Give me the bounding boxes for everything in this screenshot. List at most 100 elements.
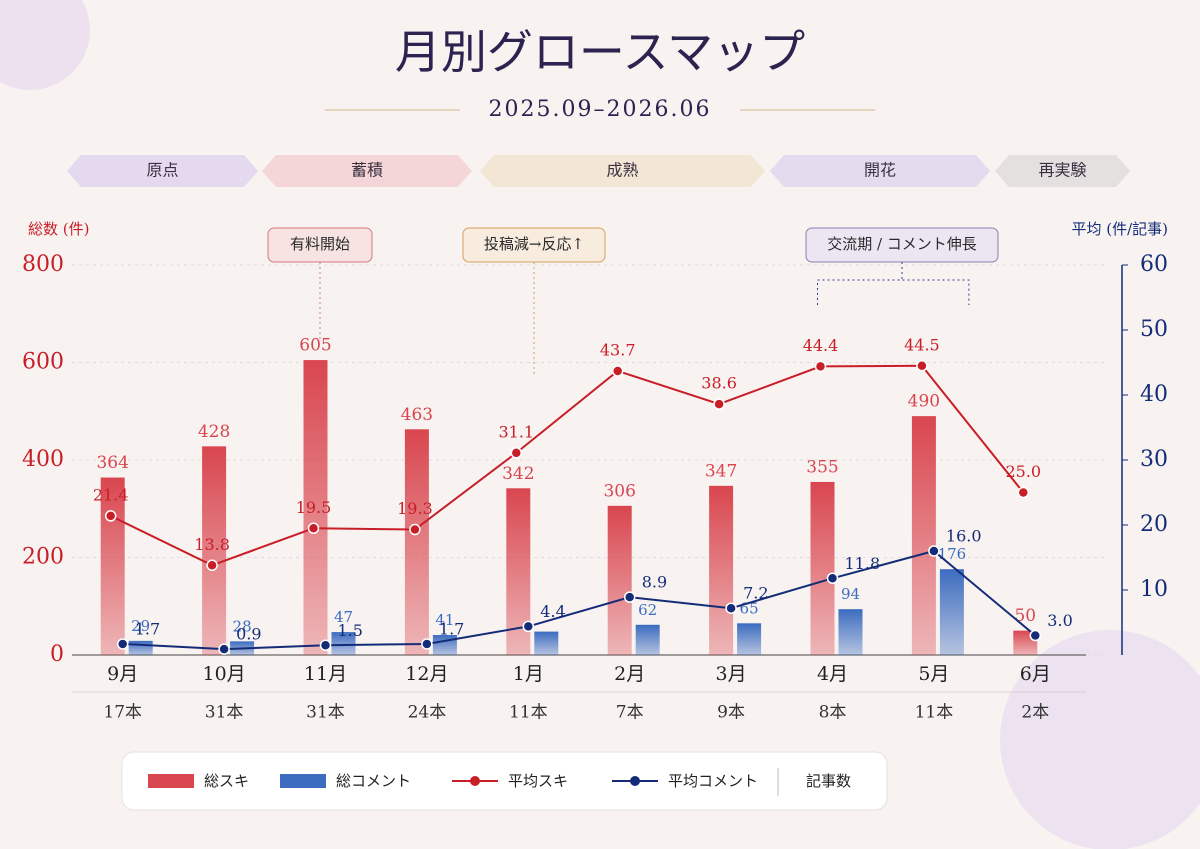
annotation: 有料開始 (290, 235, 350, 253)
data-label: 490 (908, 392, 940, 412)
phase-label: 成熟 (606, 161, 638, 180)
legend-label: 記事数 (806, 772, 851, 790)
bar (939, 569, 964, 655)
line-point (206, 559, 218, 572)
phase-label: 蓄積 (351, 161, 383, 180)
data-label: 44.4 (803, 336, 839, 355)
line-point (623, 591, 636, 603)
article-count: 31本 (306, 703, 345, 723)
phase-band (770, 155, 990, 187)
data-label: 306 (603, 481, 635, 501)
chart-title: 月別グロースマップ (395, 25, 805, 79)
x-tick-label: 3月 (716, 663, 747, 685)
line-point (104, 510, 117, 522)
data-label: 38.6 (701, 374, 737, 393)
bar (128, 640, 153, 655)
y2-tick-label: 20 (1140, 512, 1168, 537)
data-label: 11.8 (845, 554, 881, 573)
data-label: 364 (96, 453, 128, 473)
article-count: 2本 (1021, 703, 1049, 723)
data-label: 16.0 (946, 527, 982, 546)
article-count: 8本 (819, 703, 847, 723)
line-point (611, 365, 624, 377)
y2-axis-title: 平均 (件/記事) (1071, 220, 1168, 238)
article-count: 7本 (616, 703, 644, 723)
x-tick-label: 4月 (817, 663, 848, 685)
x-tick-label: 6月 (1020, 663, 1051, 685)
data-label: 176 (938, 545, 967, 563)
bar (534, 631, 559, 655)
bar (737, 623, 762, 655)
legend-swatch (148, 774, 194, 788)
data-label: 43.7 (600, 340, 636, 359)
line-point (713, 398, 725, 410)
article-count: 31本 (205, 703, 244, 723)
data-label: 347 (705, 461, 737, 481)
data-label: 28 (233, 617, 252, 635)
data-label: 355 (806, 457, 838, 477)
line-point (928, 545, 940, 557)
data-label: 50 (1014, 606, 1036, 626)
data-label: 8.9 (642, 573, 667, 592)
legend-label: 総スキ (204, 772, 249, 790)
phase-band (67, 155, 258, 187)
bar (303, 360, 328, 655)
data-label: 7.2 (743, 584, 768, 603)
data-label: 25.0 (1005, 462, 1041, 481)
y-tick-label: 800 (22, 252, 64, 277)
data-label: 1.7 (135, 619, 160, 638)
line-point (826, 572, 839, 585)
data-label: 94 (841, 585, 860, 603)
data-label: 605 (299, 336, 331, 356)
data-label: 13.8 (194, 535, 230, 554)
line-point (814, 360, 827, 373)
y2-tick-label: 60 (1140, 252, 1168, 277)
data-label: 463 (401, 405, 433, 425)
bar (202, 446, 227, 655)
data-label: 19.5 (296, 498, 332, 517)
legend-swatch (470, 776, 480, 786)
phase-label: 開花 (864, 161, 896, 180)
y2-tick-label: 50 (1140, 317, 1168, 342)
bar (709, 485, 734, 655)
line-point (1017, 486, 1030, 499)
y2-tick-label: 10 (1140, 577, 1168, 602)
x-tick-label: 11月 (304, 663, 347, 685)
data-label: 19.3 (397, 499, 433, 518)
bar (635, 624, 660, 655)
article-count: 17本 (103, 703, 142, 723)
line-point (1029, 629, 1042, 642)
bar (331, 632, 356, 655)
annotation-leader (817, 262, 970, 305)
x-tick-label: 12月 (405, 663, 448, 685)
data-label: 21.4 (93, 485, 129, 504)
line-point (307, 522, 320, 534)
line (122, 549, 1036, 651)
legend-swatch (280, 774, 326, 788)
legend-label: 平均スキ (508, 772, 568, 790)
data-label: 428 (198, 422, 230, 442)
y-tick-label: 600 (22, 350, 64, 375)
legend-label: 総コメント (336, 772, 411, 790)
article-count: 9本 (717, 703, 745, 723)
x-tick-label: 1月 (513, 663, 544, 685)
phase-band (262, 155, 472, 187)
legend-swatch (630, 776, 640, 786)
data-label: 1.5 (338, 621, 363, 640)
line-point (421, 638, 433, 650)
chart-subtitle: 2025.09–2026.06 (489, 97, 712, 122)
data-label: 47 (334, 608, 353, 626)
line-point (319, 639, 332, 651)
line-point (116, 638, 129, 650)
data-label: 1.7 (439, 619, 464, 638)
bar (911, 416, 936, 655)
line (110, 364, 1025, 567)
legend-label: 平均コメント (668, 772, 758, 790)
y-tick-label: 200 (22, 545, 64, 570)
line-point (218, 643, 230, 655)
data-label: 62 (638, 601, 657, 619)
data-label: 44.5 (904, 335, 940, 354)
line-point (510, 447, 523, 459)
line-point (409, 523, 421, 536)
bar (838, 609, 863, 655)
